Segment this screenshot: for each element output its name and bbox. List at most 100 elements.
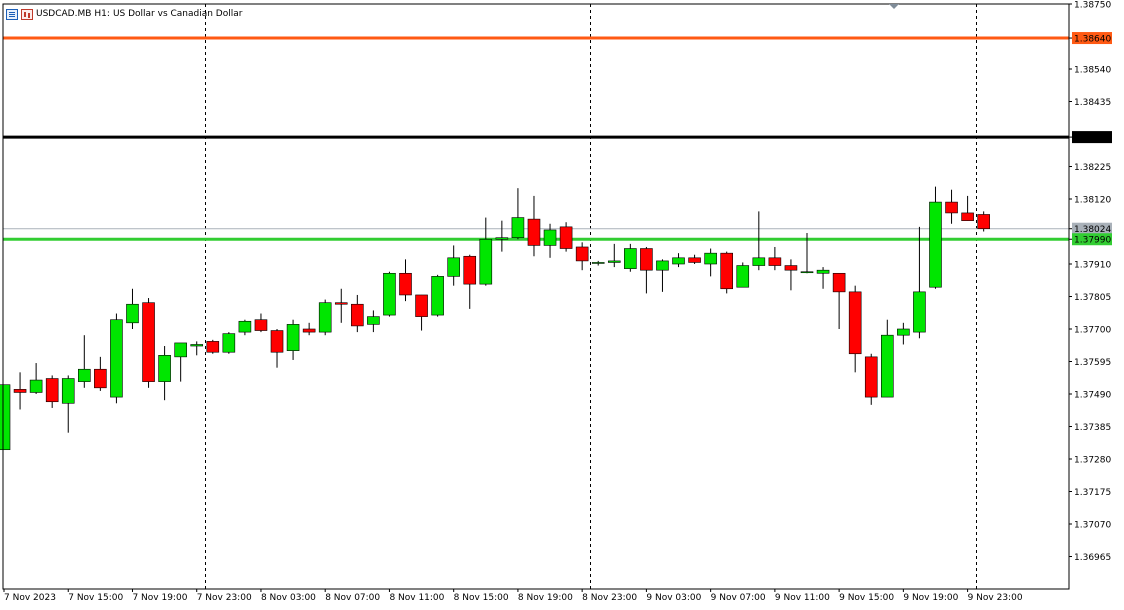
bear-candle-body bbox=[688, 257, 701, 263]
candle bbox=[832, 272, 846, 329]
bull-candle-body bbox=[656, 260, 669, 271]
candle bbox=[768, 246, 782, 271]
bear-candle-body bbox=[945, 201, 958, 214]
bull-candle-body bbox=[913, 291, 926, 333]
candle bbox=[61, 375, 75, 433]
candle bbox=[591, 260, 605, 266]
bull-candle-body bbox=[431, 276, 444, 316]
bull-candle-body bbox=[495, 237, 509, 240]
candle bbox=[318, 299, 332, 336]
bull-candle-body bbox=[897, 328, 910, 336]
candle bbox=[110, 313, 123, 404]
y-tick-label: 1.37805 bbox=[1074, 293, 1111, 303]
bull-candle-body bbox=[447, 257, 460, 277]
candle bbox=[848, 285, 862, 373]
candle bbox=[254, 313, 268, 333]
bear-candle-body bbox=[254, 319, 268, 331]
y-tick-label: 1.37175 bbox=[1074, 488, 1111, 498]
y-tick-label: 1.38750 bbox=[1074, 1, 1111, 11]
bear-candle-body bbox=[848, 291, 862, 355]
bear-candle-body bbox=[351, 303, 364, 327]
candle bbox=[222, 332, 236, 354]
bear-candle-body bbox=[575, 246, 589, 262]
candle bbox=[206, 339, 220, 354]
bull-candle-body bbox=[222, 333, 236, 353]
y-tick-label: 1.37700 bbox=[1074, 326, 1111, 336]
y-tick-label: 1.37595 bbox=[1074, 358, 1111, 368]
chart-shift-marker[interactable] bbox=[889, 4, 899, 9]
y-tick-label: 1.38640 bbox=[1074, 35, 1111, 45]
bull-candle-body bbox=[126, 303, 139, 324]
candle bbox=[704, 248, 717, 277]
bull-candle-body bbox=[929, 201, 942, 288]
bull-candle-body bbox=[29, 379, 43, 393]
candle bbox=[672, 253, 685, 268]
bull-candle-body bbox=[736, 265, 750, 288]
candle bbox=[431, 274, 444, 317]
candle bbox=[527, 195, 541, 257]
bear-candle-body bbox=[559, 226, 573, 249]
candle bbox=[238, 319, 252, 336]
bull-candle-body bbox=[318, 302, 332, 333]
bull-candle-body bbox=[110, 319, 123, 398]
x-tick-label: 8 Nov 07:00 bbox=[325, 593, 380, 603]
candle bbox=[736, 262, 750, 288]
bear-candle-body bbox=[270, 330, 284, 353]
bear-candle-body bbox=[961, 212, 974, 221]
bull-candle-body bbox=[174, 342, 187, 358]
bear-candle-body bbox=[864, 356, 878, 398]
candle bbox=[977, 211, 990, 232]
candle bbox=[913, 226, 926, 339]
resistance-price-tag bbox=[1072, 32, 1112, 45]
symbol-description: US Dollar vs Canadian Dollar bbox=[112, 9, 243, 19]
bull-candle-body bbox=[607, 260, 621, 263]
bull-candle-body bbox=[511, 217, 525, 238]
timeframe-label: H1: bbox=[94, 9, 110, 19]
bear-candle-body bbox=[832, 272, 846, 293]
bull-candle-body bbox=[78, 368, 91, 382]
candle bbox=[816, 267, 830, 289]
candle bbox=[351, 294, 364, 333]
chart-properties-icon[interactable] bbox=[6, 8, 18, 20]
bull-candle-body bbox=[624, 248, 637, 269]
bull-candle-body bbox=[383, 272, 396, 316]
pivot-price-tag bbox=[1072, 131, 1112, 144]
y-tick-label: 1.37070 bbox=[1074, 521, 1111, 531]
candle bbox=[0, 384, 11, 451]
candle bbox=[945, 189, 958, 224]
x-tick-label: 8 Nov 23:00 bbox=[582, 593, 637, 603]
x-tick-label: 8 Nov 11:00 bbox=[389, 593, 444, 603]
x-tick-label: 9 Nov 23:00 bbox=[968, 593, 1023, 603]
bull-candle-body bbox=[800, 271, 814, 274]
bear-candle-body bbox=[302, 328, 316, 333]
candle bbox=[399, 259, 412, 302]
candle bbox=[511, 188, 525, 240]
candle bbox=[543, 223, 557, 258]
bull-candle-body bbox=[880, 334, 894, 398]
bear-candle-body bbox=[399, 272, 412, 296]
candle bbox=[447, 245, 460, 286]
bear-candle-body bbox=[768, 257, 782, 266]
candle bbox=[929, 186, 942, 289]
bull-candle-body bbox=[816, 269, 830, 274]
bear-candle-body bbox=[463, 255, 477, 285]
bar-chart-icon[interactable] bbox=[21, 8, 33, 20]
candle bbox=[126, 288, 139, 329]
candle bbox=[688, 254, 701, 264]
bull-candle-body bbox=[286, 324, 300, 351]
bull-candle-body bbox=[158, 355, 171, 382]
x-tick-label: 8 Nov 15:00 bbox=[454, 593, 509, 603]
x-tick-label: 9 Nov 11:00 bbox=[775, 593, 830, 603]
x-tick-label: 7 Nov 23:00 bbox=[197, 593, 252, 603]
candle bbox=[142, 298, 155, 388]
bear-candle-body bbox=[720, 252, 734, 290]
candle bbox=[720, 251, 734, 294]
bear-candle-body bbox=[415, 294, 428, 317]
x-tick-label: 7 Nov 19:00 bbox=[132, 593, 187, 603]
chart-title: USDCAD.MB H1: US Dollar vs Canadian Doll… bbox=[6, 7, 242, 21]
bull-candle-body bbox=[672, 257, 685, 265]
y-tick-label: 1.37385 bbox=[1074, 423, 1111, 433]
candle bbox=[784, 259, 798, 291]
